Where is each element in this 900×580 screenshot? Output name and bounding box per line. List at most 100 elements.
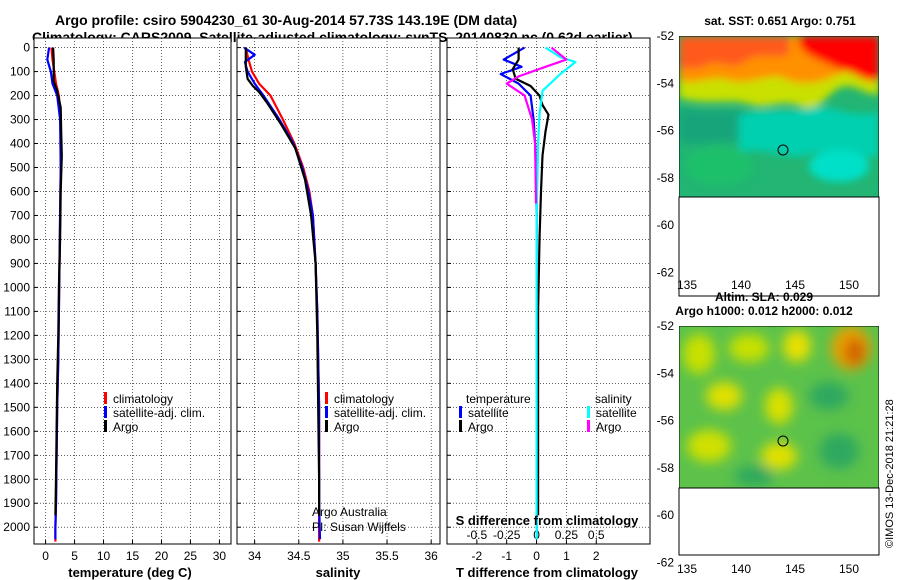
x-tick-label: 25 xyxy=(184,549,198,563)
x-tick-label: 36 xyxy=(424,549,438,563)
depth-axis-labels: 0 100 200 300 400 500 600 700 800 900 1000 1100 1200… xyxy=(3,41,30,535)
depth-tick-label: 1800 xyxy=(3,472,30,486)
lon-tick-label: 150 xyxy=(839,278,859,292)
lon-tick-label: 140 xyxy=(731,562,751,576)
top-tick-label: 0.5 xyxy=(588,528,605,542)
legend-swatch-s-argo xyxy=(587,420,590,432)
series-line-salinity-satellite xyxy=(535,46,577,540)
depth-tick-label: 1300 xyxy=(3,352,30,366)
imos-stamp: ©IMOS 13-Dec-2018 21:21:28 xyxy=(884,399,896,548)
x-tick-label: 0 xyxy=(533,549,540,563)
salinity-series xyxy=(243,46,322,542)
depth-tick-label: 2000 xyxy=(3,520,30,534)
header-line1: Argo profile: csiro 5904230_61 30-Aug-20… xyxy=(55,12,517,28)
legend-climatology: climatology xyxy=(113,392,173,406)
depth-tick-label: 500 xyxy=(10,160,30,174)
legend-salinity-heading: salinity xyxy=(595,392,632,406)
x-tick-label: 30 xyxy=(213,549,227,563)
legend-satellite-adj: satellite-adj. clim. xyxy=(113,406,205,420)
depth-tick-label: 1700 xyxy=(3,448,30,462)
difference-legend: temperature satellite Argo salinity sate… xyxy=(459,392,637,434)
legend-swatch-argo xyxy=(104,420,107,432)
s-difference-title: S difference from climatology xyxy=(456,513,640,528)
legend-swatch-t-argo xyxy=(459,420,462,432)
lat-tick-label: -60 xyxy=(657,218,675,232)
sst-map: sat. SST: 0.651 Argo: 0.751 -52 -54 -56 -58… xyxy=(657,14,880,297)
legend-argo: Argo xyxy=(113,420,139,434)
lat-tick-label: -54 xyxy=(657,366,675,380)
sla-lon-labels: 135 140 145 150 xyxy=(677,562,859,576)
argo-location-marker xyxy=(777,435,789,447)
legend-swatch-t-satellite xyxy=(459,406,462,418)
depth-tick-label: 100 xyxy=(10,65,30,79)
sst-map-title: sat. SST: 0.651 Argo: 0.751 xyxy=(704,14,856,28)
x-tick-label: 0 xyxy=(42,549,49,563)
top-tick-label: -0.5 xyxy=(467,528,488,542)
top-tick-label: -0.25 xyxy=(493,528,521,542)
depth-tick-label: 1500 xyxy=(3,400,30,414)
lat-tick-label: -62 xyxy=(657,555,675,569)
x-tick-label: 34.5 xyxy=(287,549,311,563)
sst-map-image xyxy=(679,36,879,197)
x-tick-label: 2 xyxy=(593,549,600,563)
lat-tick-label: -58 xyxy=(657,461,675,475)
lat-tick-label: -52 xyxy=(657,29,675,43)
difference-series xyxy=(499,46,577,540)
lat-tick-label: -54 xyxy=(657,76,675,90)
series-line-argo xyxy=(52,47,63,516)
sla-map: Altim. SLA: 0.029 Argo h1000: 0.012 h200… xyxy=(657,290,880,576)
x-tick-label: 34 xyxy=(248,549,262,563)
depth-tick-label: 1600 xyxy=(3,424,30,438)
legend-argo: Argo xyxy=(334,420,360,434)
lon-tick-label: 145 xyxy=(785,562,805,576)
sst-map-nodata xyxy=(678,196,880,297)
temperature-x-label: temperature (deg C) xyxy=(68,565,192,580)
depth-tick-label: 700 xyxy=(10,208,30,222)
lat-tick-label: -56 xyxy=(657,414,675,428)
lat-tick-label: -60 xyxy=(657,508,675,522)
lon-tick-label: 145 xyxy=(785,278,805,292)
x-tick-label: -1 xyxy=(501,549,512,563)
sla-map-image xyxy=(679,326,879,488)
legend-t-satellite: satellite xyxy=(468,406,509,420)
depth-tick-label: 400 xyxy=(10,137,30,151)
lat-tick-label: -62 xyxy=(657,265,675,279)
x-tick-label: -2 xyxy=(472,549,483,563)
legend-swatch-s-satellite xyxy=(587,406,590,418)
legend-s-argo: Argo xyxy=(596,420,622,434)
legend-s-satellite: satellite xyxy=(596,406,637,420)
depth-tick-label: 1400 xyxy=(3,376,30,390)
sst-lat-labels: -52 -54 -56 -58 -60 -62 xyxy=(657,29,675,279)
salinity-panel: 34 34.5 35 35.5 36 salinity climatology sate… xyxy=(236,37,441,580)
lon-tick-label: 135 xyxy=(677,278,697,292)
lat-tick-label: -52 xyxy=(657,319,675,333)
sla-map-title2: Argo h1000: 0.012 h2000: 0.012 xyxy=(675,304,853,318)
lat-tick-label: -56 xyxy=(657,124,675,138)
series-line-salinity-argo xyxy=(505,46,568,204)
argo-location-marker xyxy=(777,144,789,156)
x-tick-label: 20 xyxy=(155,549,169,563)
credit-line1: Argo Australia xyxy=(312,505,387,519)
x-tick-label: 1 xyxy=(563,549,570,563)
series-line-argo xyxy=(244,47,321,516)
difference-panel: -2 -1 0 1 2 -0.5 -0.25 0 0.25 0.5 T difference f… xyxy=(446,37,651,580)
top-tick-label: 0.25 xyxy=(555,528,579,542)
legend-swatch-argo xyxy=(325,420,328,432)
legend-t-argo: Argo xyxy=(468,420,494,434)
sla-lat-labels: -52 -54 -56 -58 -60 -62 xyxy=(657,319,675,569)
temperature-legend: climatology satellite-adj. clim. Argo xyxy=(104,392,205,434)
depth-tick-label: 300 xyxy=(10,113,30,127)
depth-tick-label: 200 xyxy=(10,89,30,103)
salinity-x-label: salinity xyxy=(316,565,362,580)
sla-map-title1: Altim. SLA: 0.029 xyxy=(715,290,813,304)
sst-lon-labels: 135 140 145 150 xyxy=(677,278,859,292)
depth-tick-label: 1900 xyxy=(3,496,30,510)
x-tick-label: 35 xyxy=(336,549,350,563)
depth-tick-label: 1200 xyxy=(3,328,30,342)
lon-tick-label: 135 xyxy=(677,562,697,576)
legend-swatch-climatology xyxy=(104,392,107,404)
series-line-temperature-argo xyxy=(511,47,550,516)
depth-tick-label: 900 xyxy=(10,256,30,270)
legend-swatch-climatology xyxy=(325,392,328,404)
